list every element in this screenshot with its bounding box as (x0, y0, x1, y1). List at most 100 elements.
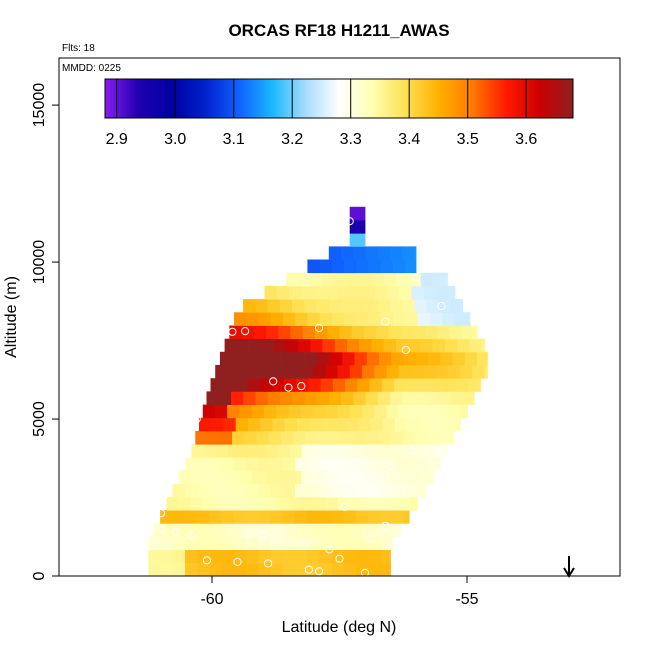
heatmap-cell (276, 496, 290, 511)
heatmap-cell (459, 404, 468, 419)
heatmap-cell (288, 523, 301, 537)
heatmap-cell (460, 365, 473, 379)
heatmap-cell (454, 312, 467, 326)
heatmap-cell (408, 272, 421, 287)
heatmap-cell (338, 444, 351, 458)
heatmap-cell (251, 404, 265, 419)
heatmap-cell (325, 404, 338, 419)
heatmap-cell (227, 523, 240, 537)
heatmap-cell (344, 536, 357, 550)
heatmap-cell (356, 312, 369, 326)
heatmap-cell (326, 444, 339, 458)
heatmap-cell (325, 285, 339, 300)
heatmap-cell (479, 378, 482, 392)
sample-marker (284, 383, 293, 392)
heatmap-cell (276, 404, 289, 419)
sample-marker (304, 565, 313, 574)
heatmap-cell (361, 233, 366, 247)
heatmap-cell (199, 417, 212, 432)
x-tick-label: -60 (200, 591, 223, 608)
colorbar-gradient (104, 78, 574, 119)
heatmap-cell (252, 470, 265, 485)
heatmap-cell (295, 562, 308, 577)
heatmap-cell (476, 351, 488, 366)
heatmap-cell (166, 523, 179, 537)
heatmap-cell (344, 312, 357, 326)
y-axis: 0 5000 10000 15000 (31, 83, 59, 580)
heatmap-cell (354, 431, 367, 445)
heatmap-cell (289, 444, 302, 458)
heatmap-cell (402, 299, 415, 313)
heatmap-cell (411, 470, 425, 485)
heatmap-cell (251, 523, 265, 537)
heatmap-cell (293, 351, 306, 366)
heatmap-cell (239, 365, 253, 379)
heatmap-cell (319, 312, 333, 326)
heatmap-cell (233, 549, 247, 564)
heatmap-cell (353, 391, 366, 405)
heatmap-cell (256, 351, 270, 366)
heatmap-cell (221, 536, 235, 550)
heatmap-cell (448, 285, 456, 300)
heatmap-cell (221, 510, 234, 524)
heatmap-cell (328, 299, 342, 313)
heatmap-cell (399, 444, 413, 458)
heatmap-cell (337, 365, 351, 379)
heatmap-cell (285, 338, 299, 353)
heatmap-cell (426, 391, 440, 405)
heatmap-cell (290, 325, 304, 340)
heatmap-cell (270, 562, 284, 577)
heatmap-cell (365, 299, 379, 313)
heatmap-cell (403, 431, 416, 445)
heatmap-cell (404, 510, 410, 524)
heatmap-cell (234, 378, 248, 392)
heatmap-cell (469, 338, 482, 353)
heatmap-cell (371, 272, 385, 287)
heatmap-cell (376, 325, 389, 340)
colorbar-tick-label: 2.9 (106, 131, 128, 148)
heatmap-cell (426, 299, 440, 313)
heatmap-cell (447, 404, 461, 419)
heatmap-cell (209, 536, 223, 550)
heatmap-cell (392, 483, 406, 498)
heatmap-cell (368, 562, 382, 577)
sample-marker (264, 559, 273, 568)
heatmap-cell (288, 404, 301, 419)
heatmap-cell (302, 325, 316, 340)
heatmap-cell (305, 351, 319, 366)
heatmap-cell (313, 444, 327, 458)
heatmap-cell (349, 404, 363, 419)
heatmap-cell (451, 299, 463, 313)
heatmap-cell (296, 417, 310, 432)
heatmap-cell (443, 378, 456, 392)
heatmap-cell (345, 417, 359, 432)
heatmap-cell (288, 496, 302, 511)
heatmap-cell (405, 483, 418, 498)
heatmap-cell (190, 496, 204, 511)
heatmap-cell (420, 338, 433, 353)
heatmap-cell (184, 510, 198, 524)
heatmap-cell (215, 365, 228, 379)
colorbar-tick-label: 3.3 (340, 131, 362, 148)
heatmap-cell (247, 378, 260, 392)
heatmap-cell (172, 483, 186, 498)
heatmap-cell (443, 417, 457, 432)
y-tick-label: 5000 (31, 401, 48, 437)
heatmap-cell (215, 444, 229, 458)
heatmap-cell (310, 272, 323, 287)
heatmap-cell (344, 562, 357, 577)
heatmap-cell (296, 378, 309, 392)
heatmap-cell (282, 562, 296, 577)
heatmap-cell (203, 444, 217, 458)
heatmap-cell (341, 391, 354, 405)
heatmap-cell (270, 549, 284, 564)
heatmap-cell (236, 338, 250, 353)
heatmap-cell (210, 378, 224, 392)
heatmap-cell (432, 338, 446, 353)
heatmap-cell (310, 338, 323, 353)
heatmap-cell (202, 523, 216, 537)
heatmap-cell (472, 365, 485, 379)
heatmap-cell (339, 325, 353, 340)
heatmap-cell (253, 325, 267, 340)
heatmap-cell (344, 457, 357, 471)
